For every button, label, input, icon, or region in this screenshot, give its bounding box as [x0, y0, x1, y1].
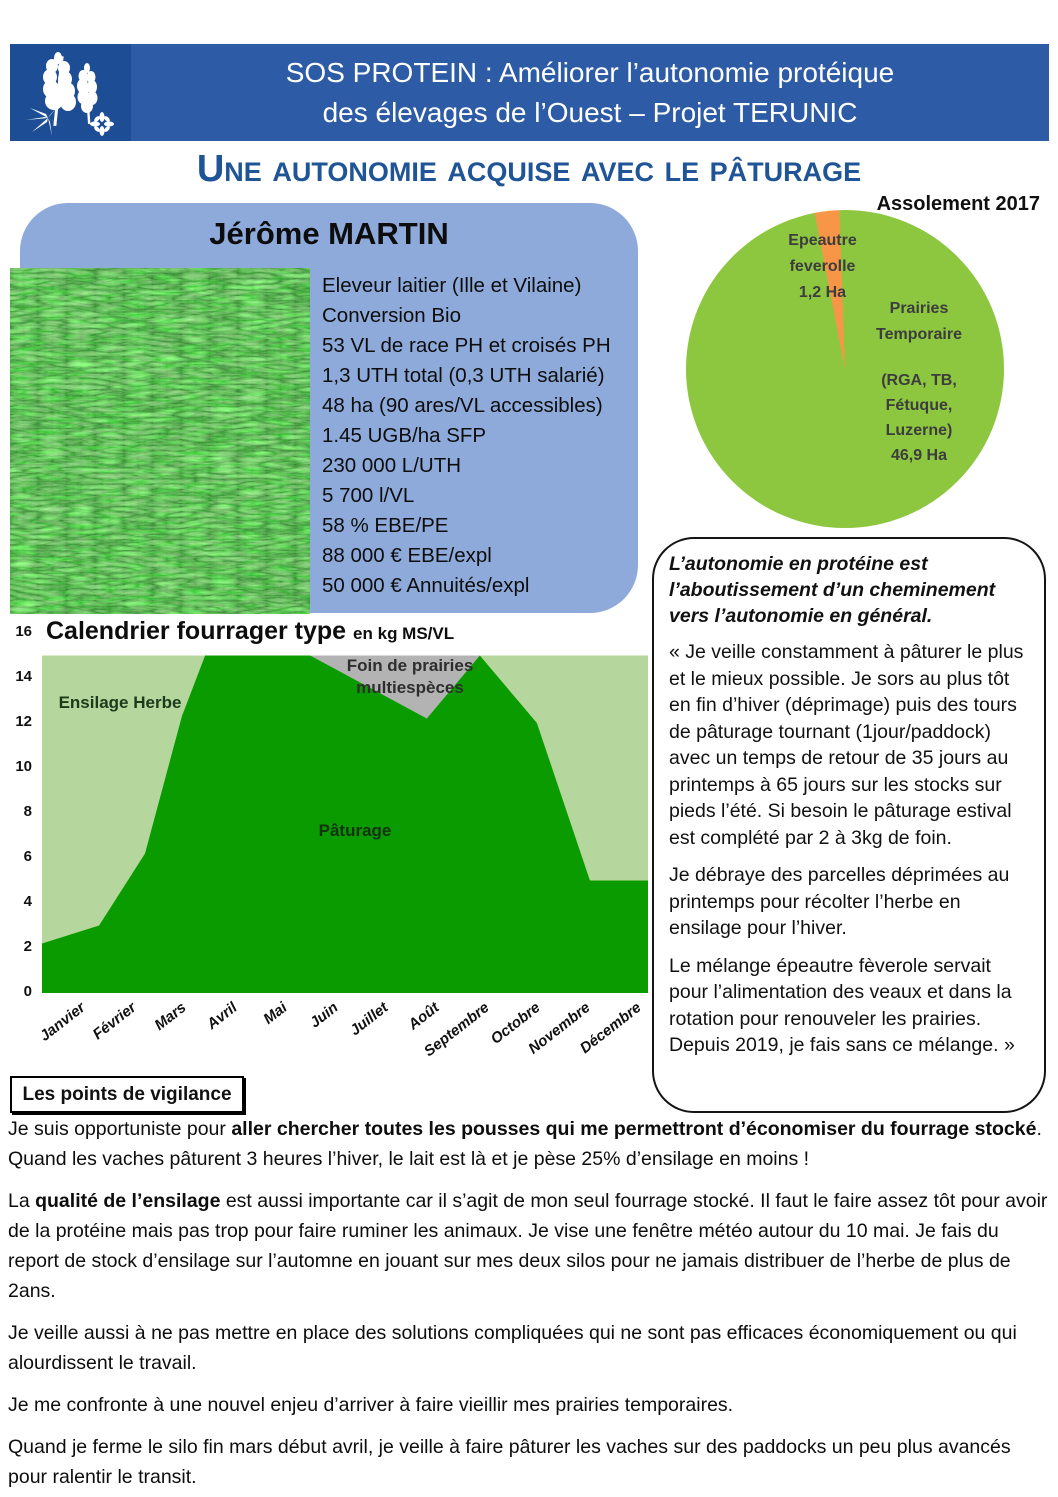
banner-title-line1: SOS PROTEIN : Améliorer l’autonomie prot… — [285, 56, 895, 88]
stacked-area-plot — [42, 655, 648, 993]
forage-chart-title-main: Calendrier fourrager type — [46, 617, 347, 645]
list-item: 58 % EBE/PE — [322, 514, 449, 537]
vigilance-paragraph: La qualité de l’ensilage est aussi impor… — [8, 1190, 1048, 1302]
quote-paragraph: Je débraye des parcelles déprimées au pr… — [669, 864, 1010, 939]
banner-title-line2: des élevages de l’Ouest – Projet TERUNIC — [322, 96, 858, 128]
y-tick-label: 6 — [23, 848, 32, 865]
grass-photo — [10, 268, 310, 614]
forage-calendar-chart: Calendrier fourrager type en kg MS/VL 0 2… — [0, 615, 662, 1095]
pie-label-epeautre: Epeautre feverolle 1,2 Ha — [788, 232, 857, 301]
terunic-logo — [10, 44, 131, 141]
page-title: Une autonomie acquise avec le pâturage — [196, 148, 862, 190]
y-tick-label: 0 — [23, 983, 32, 1000]
quote-heading: L’autonomie en protéine est l’aboutissem… — [669, 553, 996, 627]
list-item: 230 000 L/UTH — [322, 454, 462, 477]
header-banner: SOS PROTEIN : Améliorer l’autonomie prot… — [10, 44, 1049, 141]
quote-paragraph: « Je veille constamment à pâturer le plu… — [669, 641, 1024, 849]
vigilance-paragraph: Je veille aussi à ne pas mettre en place… — [8, 1322, 1017, 1374]
vigilance-paragraph: Je me confronte à une nouvel enjeu d’arr… — [8, 1394, 734, 1416]
list-item: 5 700 l/VL — [322, 484, 415, 507]
pie-label-prairies: Prairies Temporaire — [876, 300, 962, 343]
series-label-ensilage: Ensilage Herbe — [58, 693, 182, 712]
list-item: Eleveur laitier (Ille et Vilaine) — [322, 274, 582, 297]
y-tick-label: 2 — [23, 938, 32, 955]
list-item: 1,3 UTH total (0,3 UTH salarié) — [322, 364, 605, 387]
y-tick-label: 10 — [15, 758, 32, 775]
body-text: Je suis opportuniste pour aller chercher… — [8, 1114, 1052, 1497]
y-tick-label: 16 — [15, 623, 32, 640]
y-tick-label: 4 — [23, 893, 32, 910]
quote-bubble: L’autonomie en protéine est l’aboutissem… — [652, 537, 1046, 1113]
pie-chart-title: Assolement 2017 — [876, 193, 1040, 215]
vigilance-paragraph: Quand je ferme le silo fin mars début av… — [8, 1436, 1011, 1488]
series-label-foin: Foin de prairies multiespèces — [346, 656, 474, 697]
profile-facts-list: Eleveur laitier (Ille et Vilaine) Convers… — [322, 271, 638, 601]
forage-chart-unit: en kg MS/VL — [353, 624, 455, 643]
vigilance-box: Les points de vigilance — [10, 1076, 244, 1113]
forage-chart-title: Calendrier fourrager type en kg MS/VL — [46, 617, 454, 646]
quote-paragraph: Le mélange épeautre fèverole servait pou… — [669, 954, 1015, 1057]
y-tick-label: 14 — [15, 668, 32, 685]
vigilance-title: Les points de vigilance — [22, 1083, 232, 1105]
area-paturage — [42, 655, 648, 993]
list-item: 88 000 € EBE/expl — [322, 544, 492, 567]
list-item: 50 000 € Annuités/expl — [322, 574, 530, 597]
list-item: 48 ha (90 ares/VL accessibles) — [322, 394, 603, 417]
farmer-name: Jérôme MARTIN — [209, 216, 449, 251]
list-item: 1.45 UGB/ha SFP — [322, 424, 487, 447]
lupin-flower-icon — [26, 52, 114, 136]
month-label: Janvier — [36, 999, 89, 1045]
vigilance-paragraph: Je suis opportuniste pour aller chercher… — [8, 1118, 1042, 1170]
area-foin — [310, 655, 480, 719]
pie-label-prairies-detail: (RGA, TB, Fétuque, Luzerne) 46,9 Ha — [881, 372, 957, 464]
list-item: 53 VL de race PH et croisés PH — [322, 334, 611, 357]
list-item: Conversion Bio — [322, 304, 462, 327]
quote-paragraphs: « Je veille constamment à pâturer le plu… — [669, 639, 1029, 1059]
y-tick-label: 12 — [15, 713, 32, 730]
y-tick-label: 8 — [23, 803, 32, 820]
assolement-pie-chart — [686, 210, 1004, 528]
series-label-paturage: Pâturage — [318, 821, 392, 840]
banner-title: SOS PROTEIN : Améliorer l’autonomie prot… — [131, 44, 1049, 141]
